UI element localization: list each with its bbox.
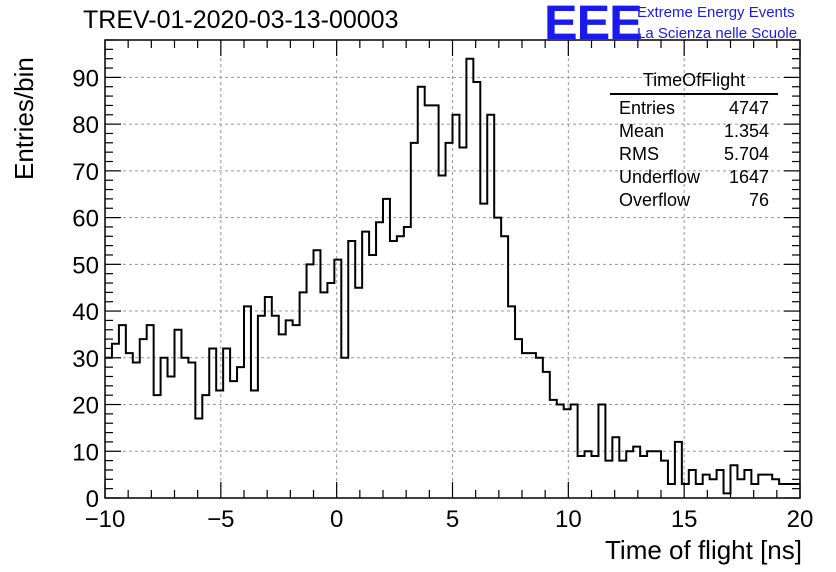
y-axis-label: Entries/bin (9, 57, 39, 180)
y-tick-label: 70 (72, 159, 99, 186)
histogram-line (105, 57, 800, 495)
stats-row-rms: RMS 5.704 (610, 143, 778, 166)
y-tick-label: 80 (72, 112, 99, 139)
x-tick-label: 10 (555, 506, 582, 533)
stats-value: 4747 (728, 98, 769, 118)
stats-label: Entries (619, 98, 676, 118)
stats-value: 1.354 (723, 121, 769, 141)
stats-row-underflow: Underflow 1647 (610, 166, 778, 189)
stats-row-entries: Entries 4747 (610, 97, 778, 120)
y-tick-label: 0 (86, 486, 99, 513)
y-tick-label: 40 (72, 299, 99, 326)
x-tick-label: −10 (85, 506, 126, 533)
stats-value: 76 (748, 190, 769, 210)
y-tick-label: 60 (72, 206, 99, 233)
stats-label: Overflow (619, 190, 691, 210)
stats-label: Underflow (619, 167, 701, 187)
statistics-title: TimeOfFlight (610, 70, 778, 95)
stats-label: RMS (619, 144, 659, 164)
stats-row-mean: Mean 1.354 (610, 120, 778, 143)
axis-ticks (104, 39, 801, 499)
x-tick-label: 0 (330, 506, 343, 533)
x-tick-label: 15 (671, 506, 698, 533)
stats-label: Mean (619, 121, 665, 141)
y-tick-label: 50 (72, 252, 99, 279)
x-tick-label: 5 (446, 506, 459, 533)
stats-value: 5.704 (723, 144, 769, 164)
stats-value: 1647 (728, 167, 769, 187)
grid-lines (105, 40, 800, 498)
y-tick-label: 90 (72, 65, 99, 92)
y-tick-label: 30 (72, 346, 99, 373)
y-tick-labels: 0 10 20 30 40 50 60 70 80 90 (72, 65, 99, 513)
stats-row-overflow: Overflow 76 (610, 189, 778, 212)
x-tick-label: −5 (207, 506, 234, 533)
y-tick-label: 20 (72, 393, 99, 420)
logo-subtitle-line1: Extreme Energy Events (637, 4, 795, 21)
x-tick-labels: −10 −5 0 5 10 15 20 (85, 506, 814, 533)
statistics-box: TimeOfFlight Entries 4747 Mean 1.354 RMS 5.… (610, 70, 778, 212)
y-tick-label: 10 (72, 439, 99, 466)
chart-title: TREV-01-2020-03-13-00003 (83, 6, 399, 34)
x-tick-label: 20 (787, 506, 814, 533)
eee-logo: EEE (544, 0, 643, 50)
logo-subtitle-line2: La Scienza nelle Scuole (637, 25, 798, 42)
x-axis-label: Time of flight [ns] (605, 535, 802, 565)
